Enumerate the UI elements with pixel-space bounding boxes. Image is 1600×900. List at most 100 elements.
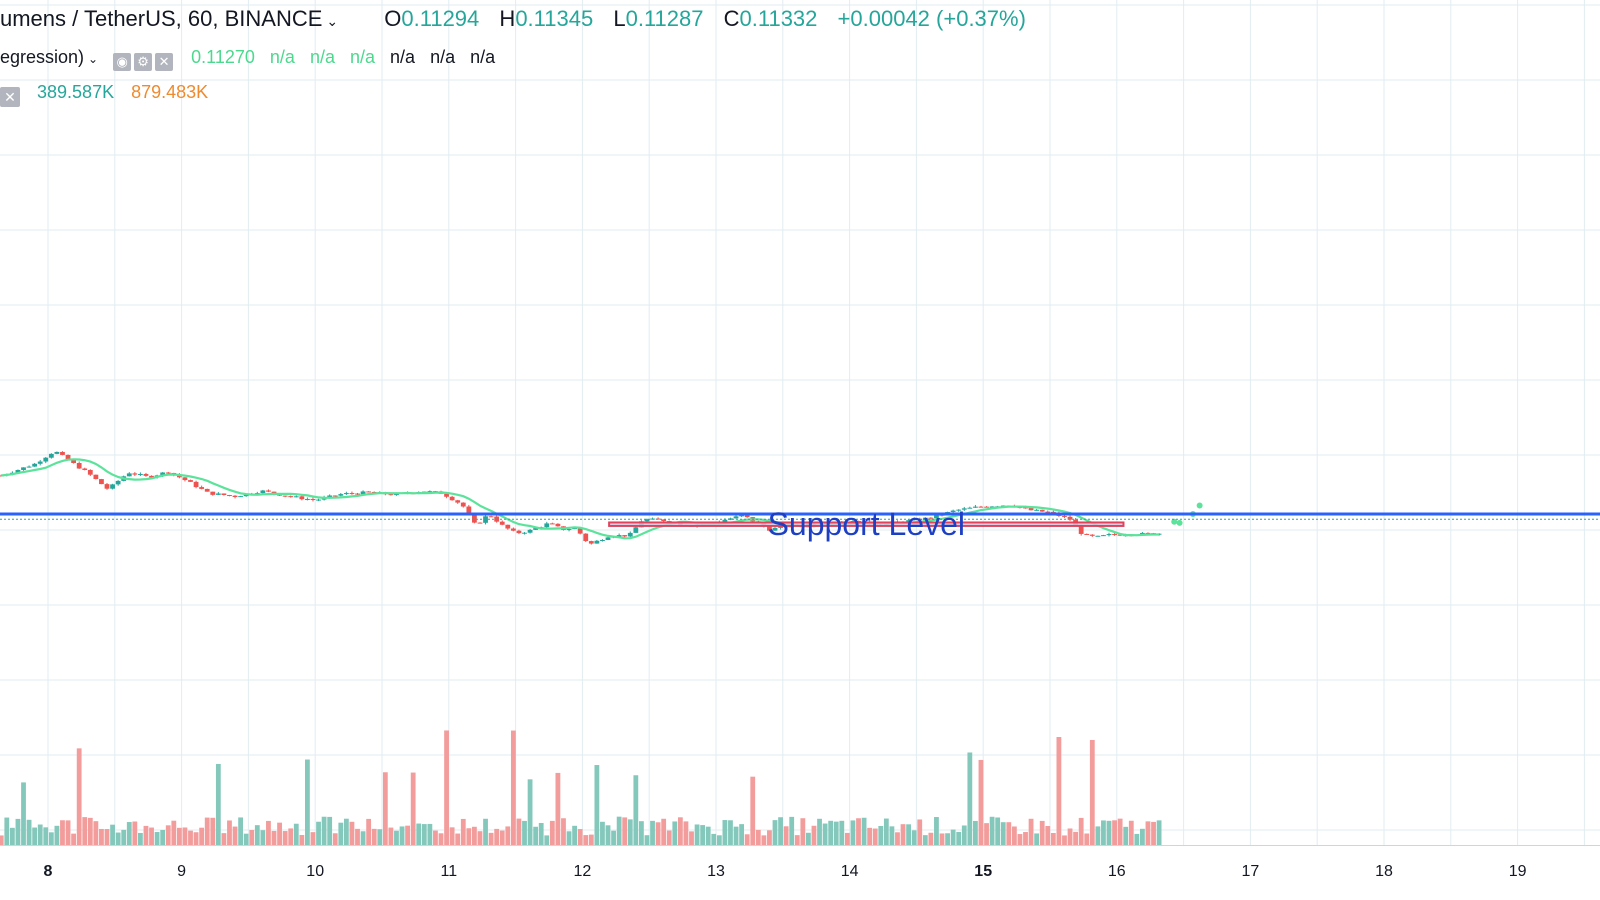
volume-bar (204, 817, 210, 845)
close-value: 0.11332 (739, 6, 818, 31)
volume-bar (950, 829, 956, 845)
volume-bar (299, 834, 305, 845)
close-icon[interactable]: ✕ (155, 53, 174, 71)
candle-body (627, 532, 633, 537)
volume-bar (327, 816, 333, 845)
volume-bar (867, 827, 873, 845)
moving-average-line (0, 458, 1600, 540)
volume-bar (472, 826, 477, 845)
symbol-title[interactable]: umens / TetherUS, 60, BINANCE (0, 6, 323, 31)
volume-bar (616, 816, 622, 845)
volume-bar (644, 835, 650, 845)
candle-body (566, 529, 572, 531)
volume-bar (1073, 831, 1079, 845)
volume-bar (850, 820, 856, 845)
x-axis: 8 9 10 11 12 13 14 15 16 17 18 19 (44, 863, 1527, 880)
candle-body (1034, 509, 1040, 511)
volume-bar (26, 819, 32, 845)
volume-bar (416, 823, 422, 845)
support-level-box[interactable] (608, 521, 1125, 527)
candle-body (1089, 534, 1095, 536)
eye-icon[interactable]: ◉ (113, 53, 132, 71)
candle-body (989, 506, 995, 508)
volume-bar (1106, 820, 1112, 845)
volume-bar (928, 832, 934, 845)
volume-bar (689, 831, 694, 845)
volume-bar (1050, 832, 1056, 845)
candle-body (1101, 535, 1106, 537)
volume-bar (683, 821, 689, 845)
volume-bar (677, 817, 683, 845)
volume-bar (455, 833, 461, 845)
candle-body (1045, 511, 1051, 513)
volume-bar (783, 826, 789, 845)
volume-bar (483, 818, 488, 845)
volume-bar (377, 829, 383, 845)
candle-body (633, 527, 639, 533)
candle-body (388, 494, 394, 496)
candle-body (1000, 505, 1006, 507)
gear-icon[interactable]: ⚙ (134, 53, 153, 71)
candle-body (778, 526, 783, 528)
chevron-down-icon[interactable]: ⌄ (326, 13, 339, 29)
candle-body (1023, 507, 1028, 509)
volume-bar (160, 829, 166, 845)
change-value: +0.00042 (+0.37%) (837, 6, 1026, 31)
volume-bar (338, 822, 344, 845)
volume-bar (104, 829, 110, 845)
candle-body (956, 509, 962, 511)
candle-body (767, 526, 772, 531)
volume-bar (505, 826, 511, 845)
volume-bar (989, 816, 995, 845)
volume-bar (199, 827, 205, 845)
volume-bar (466, 828, 472, 845)
volume-bar (739, 824, 745, 845)
volume-bar (600, 821, 605, 845)
candle-body (1028, 508, 1034, 511)
volume-bar (538, 822, 544, 845)
indicator-legend: egression) ⌄ ◉ ⚙ ✕ 0.11270 n/a n/a n/a n/a … (0, 47, 495, 71)
volume-bar (1084, 833, 1090, 845)
candle-body (549, 523, 555, 525)
volume-bar (611, 830, 616, 845)
volume-bar (789, 816, 795, 845)
close-icon[interactable]: ✕ (0, 87, 20, 107)
candle-body (338, 494, 344, 496)
support-level-annotation[interactable]: Support Level (608, 506, 1125, 542)
chevron-down-icon[interactable]: ⌄ (88, 52, 99, 66)
volume-bar (527, 779, 533, 845)
candle-body (115, 480, 121, 485)
volume-bar (449, 827, 455, 845)
forecast-dot (1176, 519, 1183, 526)
candle-body (193, 481, 199, 488)
volume-bar (48, 832, 54, 845)
candle-body (32, 463, 38, 467)
volume-bar (767, 830, 772, 845)
candle-body (37, 461, 43, 464)
volume-bar (21, 782, 26, 845)
candle-body (371, 491, 377, 493)
volume-bar (65, 820, 71, 845)
volume-bar (822, 823, 828, 845)
volume-bar (360, 831, 366, 845)
volume-bar (1123, 826, 1129, 845)
candle-body (616, 535, 622, 537)
candle-body (472, 514, 477, 523)
grid (0, 0, 1600, 846)
volume-bar (43, 827, 49, 845)
volume-bar (833, 821, 839, 845)
volume-bar (421, 824, 427, 845)
volume-bar (366, 818, 372, 845)
candle-body (188, 480, 193, 482)
volume-bar (561, 818, 566, 845)
symbol-legend: umens / TetherUS, 60, BINANCE ⌄ O0.11294 … (0, 6, 1026, 32)
volume-bar (666, 830, 672, 845)
candle-body (138, 473, 143, 475)
volume-bar (288, 828, 294, 845)
x-tick-label: 13 (707, 863, 725, 880)
volume-bar (577, 829, 583, 845)
candle-body (1084, 533, 1090, 535)
close-label: C (723, 6, 740, 31)
indicator-name[interactable]: egression) (0, 47, 85, 67)
